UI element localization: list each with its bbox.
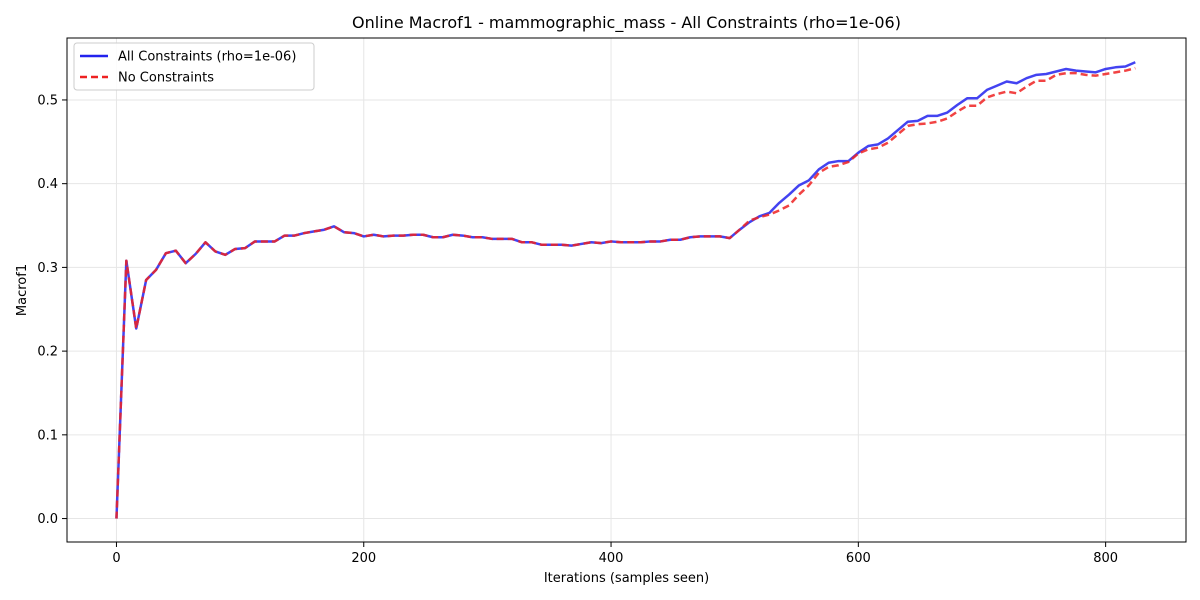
legend-label-all-constraints: All Constraints (rho=1e-06) (118, 50, 296, 65)
series-lines (115, 61, 1136, 519)
y-tick-label: 0.4 (37, 177, 58, 192)
x-tick-label: 800 (1093, 551, 1118, 566)
y-tick-label: 0.3 (37, 261, 58, 276)
legend-label-no-constraints: No Constraints (118, 71, 214, 86)
y-tick-label: 0.2 (37, 345, 58, 360)
legend: All Constraints (rho=1e-06) No Constrain… (73, 42, 315, 91)
y-axis-label: Macrof1 (15, 264, 30, 316)
x-tick-label: 0 (112, 551, 120, 566)
x-tick-label: 200 (351, 551, 376, 566)
axis-ticks: 0 200 400 600 800 0.0 0.1 0.2 0.3 0.4 0.5 (37, 93, 1118, 566)
x-tick-label: 600 (846, 551, 871, 566)
x-tick-label: 400 (599, 551, 624, 566)
y-tick-label: 0.5 (37, 93, 58, 108)
chart-title: Online Macrof1 - mammographic_mass - All… (352, 13, 901, 33)
legend-box (73, 42, 315, 91)
y-tick-label: 0.1 (37, 428, 58, 443)
x-axis-label: Iterations (samples seen) (544, 571, 709, 586)
y-tick-label: 0.0 (37, 512, 58, 527)
plot-frame (66, 37, 1187, 543)
series-line-no-constraints (115, 66, 1136, 519)
grid-lines (67, 38, 1186, 542)
